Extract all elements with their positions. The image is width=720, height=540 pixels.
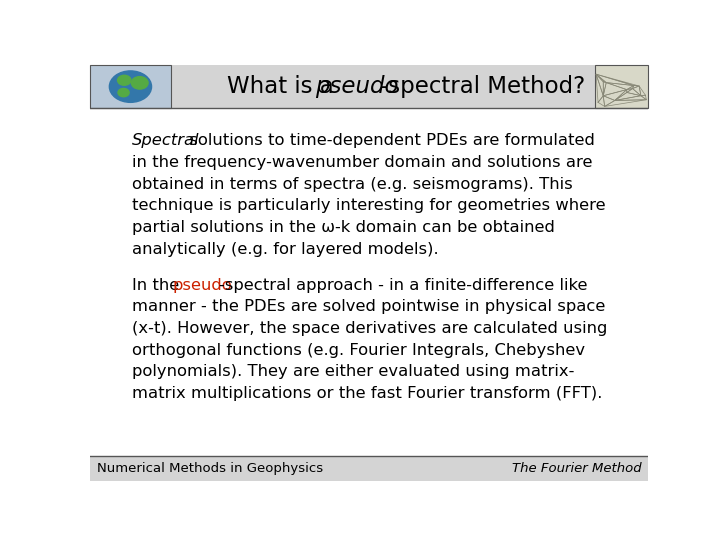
Text: -spectral Method?: -spectral Method? [380,75,585,98]
Text: -spectral approach - in a finite-difference like: -spectral approach - in a finite-differe… [219,278,588,293]
Circle shape [109,71,151,103]
Circle shape [117,75,131,85]
Text: manner - the PDEs are solved pointwise in physical space: manner - the PDEs are solved pointwise i… [132,299,606,314]
Text: in the frequency-wavenumber domain and solutions are: in the frequency-wavenumber domain and s… [132,155,593,170]
Text: orthogonal functions (e.g. Fourier Integrals, Chebyshev: orthogonal functions (e.g. Fourier Integ… [132,342,585,357]
FancyBboxPatch shape [90,65,648,109]
Text: (x-t). However, the space derivatives are calculated using: (x-t). However, the space derivatives ar… [132,321,607,336]
Text: In the: In the [132,278,184,293]
Text: Spectral: Spectral [132,133,199,148]
Text: polynomials). They are either evaluated using matrix-: polynomials). They are either evaluated … [132,364,575,379]
Text: matrix multiplications or the fast Fourier transform (FFT).: matrix multiplications or the fast Fouri… [132,386,602,401]
Circle shape [131,77,148,89]
Text: What is a: What is a [227,75,341,98]
FancyBboxPatch shape [595,65,648,109]
Text: technique is particularly interesting for geometries where: technique is particularly interesting fo… [132,198,606,213]
Circle shape [118,89,129,97]
Text: Numerical Methods in Geophysics: Numerical Methods in Geophysics [96,462,323,475]
Text: solutions to time-dependent PDEs are formulated: solutions to time-dependent PDEs are for… [184,133,595,148]
Text: The Fourier Method: The Fourier Method [512,462,642,475]
Text: partial solutions in the ω-k domain can be obtained: partial solutions in the ω-k domain can … [132,220,554,235]
FancyBboxPatch shape [90,456,648,481]
FancyBboxPatch shape [90,65,171,109]
Text: analytically (e.g. for layered models).: analytically (e.g. for layered models). [132,241,438,256]
Text: obtained in terms of spectra (e.g. seismograms). This: obtained in terms of spectra (e.g. seism… [132,177,572,192]
Text: pseudo: pseudo [315,75,399,98]
Text: pseudo: pseudo [173,278,233,293]
